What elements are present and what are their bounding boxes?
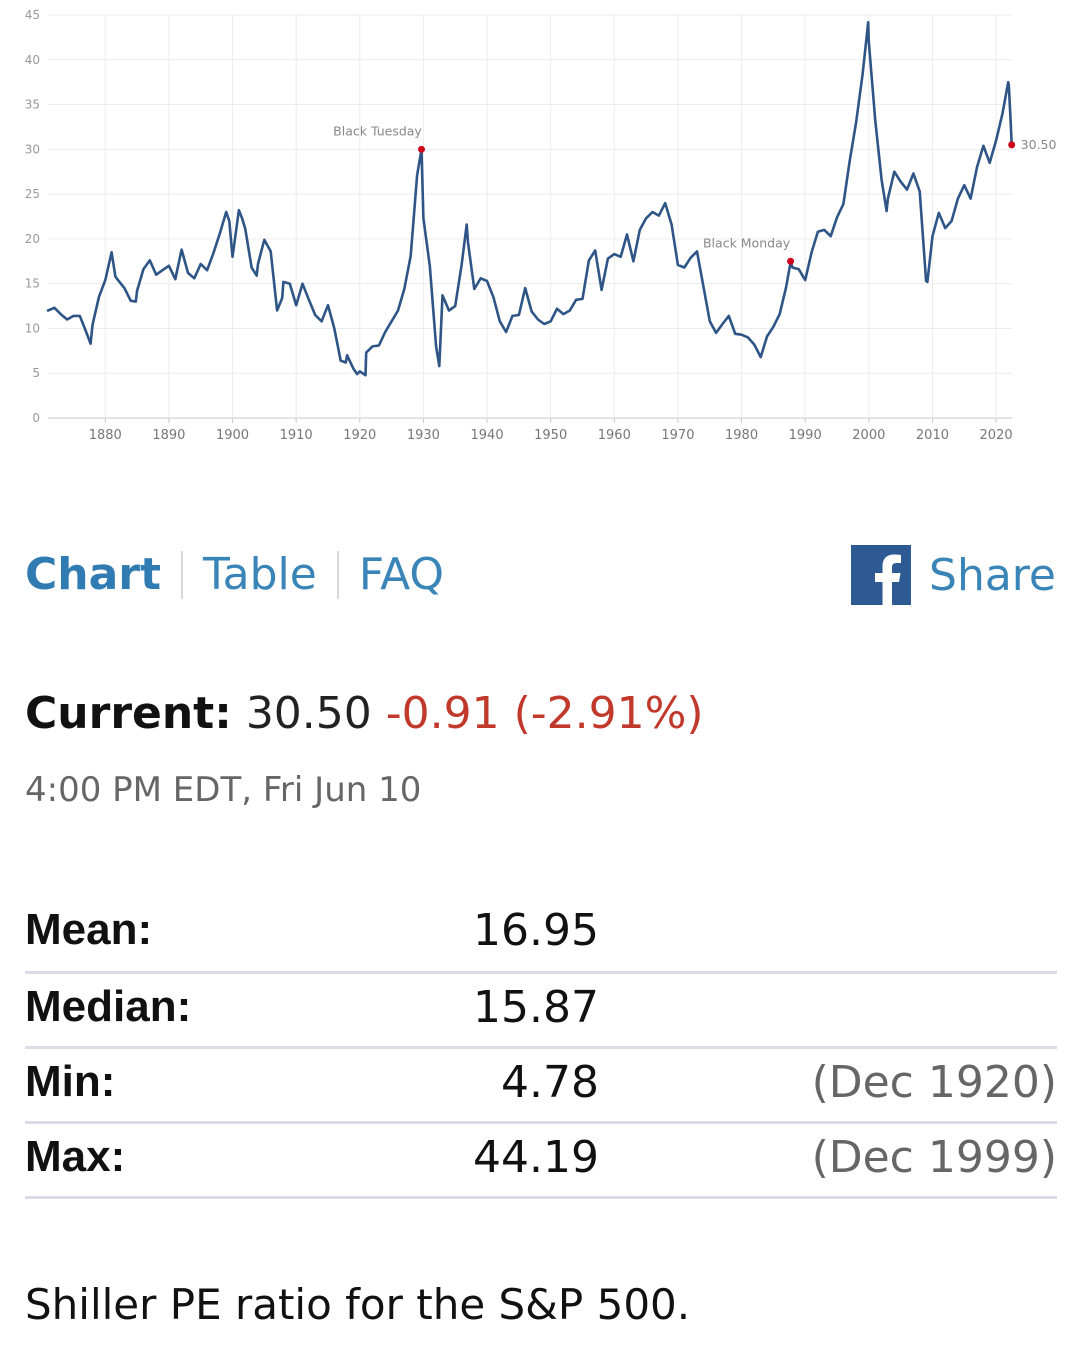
tab-table[interactable]: Table bbox=[203, 549, 317, 600]
x-tick-label: 1980 bbox=[725, 428, 758, 443]
y-tick-label: 35 bbox=[25, 98, 40, 112]
annotations: Black Tuesday Black Monday 30.50 bbox=[333, 123, 1057, 265]
x-axis: 1880 1890 1900 1910 1920 1930 1940 1950 1960 1970… bbox=[89, 428, 1013, 443]
x-tick-label: 2010 bbox=[916, 428, 949, 443]
stats-row-mean: Mean: 16.95 bbox=[25, 897, 1057, 974]
x-tick-label: 1940 bbox=[471, 428, 504, 443]
tab-divider bbox=[181, 551, 184, 599]
x-tick-label: 1890 bbox=[152, 428, 185, 443]
stat-label: Mean: bbox=[25, 905, 153, 954]
x-tick-label: 1880 bbox=[89, 428, 122, 443]
x-tick-label: 1950 bbox=[534, 428, 567, 443]
y-tick-label: 40 bbox=[25, 53, 40, 67]
current-value: 30.50 bbox=[245, 688, 372, 739]
stats-table: Mean: 16.95 Median: 15.87 Min: 4.78 (Dec… bbox=[25, 897, 1057, 1199]
stat-label: Max: bbox=[25, 1132, 126, 1181]
y-tick-label: 45 bbox=[25, 8, 40, 22]
x-tick-label: 1960 bbox=[598, 428, 631, 443]
stats-row-min: Min: 4.78 (Dec 1920) bbox=[25, 1049, 1057, 1124]
tab-chart[interactable]: Chart bbox=[25, 549, 162, 600]
last-value-label: 30.50 bbox=[1021, 137, 1057, 152]
x-gridlines bbox=[104, 15, 997, 423]
stat-value: 15.87 bbox=[473, 982, 599, 1033]
x-tick-label: 1920 bbox=[343, 428, 376, 443]
y-gridlines bbox=[48, 14, 1012, 419]
event-marker bbox=[418, 145, 426, 153]
event-label: Black Tuesday bbox=[333, 123, 422, 138]
x-tick-label: 1930 bbox=[407, 428, 440, 443]
facebook-icon bbox=[851, 545, 912, 605]
current-label: Current: bbox=[25, 688, 232, 739]
y-tick-label: 20 bbox=[25, 232, 40, 246]
current-value-line: Current: 30.50 -0.91 (-2.91%) bbox=[25, 688, 704, 739]
event-label: Black Monday bbox=[703, 235, 791, 250]
y-tick-label: 30 bbox=[25, 142, 40, 156]
stat-label: Median: bbox=[25, 982, 192, 1031]
view-tabs: Chart Table FAQ bbox=[25, 545, 444, 605]
share-label: Share bbox=[929, 549, 1056, 601]
y-axis: 0 5 10 15 20 25 30 35 40 45 bbox=[25, 8, 40, 425]
last-value-marker bbox=[1008, 141, 1016, 149]
timestamp: 4:00 PM EDT, Fri Jun 10 bbox=[25, 770, 422, 810]
share-button[interactable]: Share bbox=[851, 545, 1056, 605]
tab-divider bbox=[336, 551, 339, 599]
pe-series-line bbox=[46, 21, 1013, 377]
y-tick-label: 5 bbox=[32, 366, 40, 380]
stats-row-median: Median: 15.87 bbox=[25, 974, 1057, 1049]
x-tick-label: 2020 bbox=[980, 428, 1013, 443]
stat-value: 44.19 bbox=[473, 1132, 599, 1183]
y-tick-label: 25 bbox=[25, 187, 40, 201]
stat-value: 16.95 bbox=[473, 905, 599, 956]
stats-row-max: Max: 44.19 (Dec 1999) bbox=[25, 1124, 1057, 1199]
x-tick-label: 1990 bbox=[789, 428, 822, 443]
stat-date: (Dec 1920) bbox=[811, 1057, 1057, 1108]
current-change: -0.91 (-2.91%) bbox=[385, 688, 704, 739]
x-tick-label: 1970 bbox=[661, 428, 694, 443]
tab-faq[interactable]: FAQ bbox=[358, 549, 445, 600]
stat-label: Min: bbox=[25, 1057, 116, 1106]
x-tick-label: 1910 bbox=[280, 428, 313, 443]
chart-description: Shiller PE ratio for the S&P 500. bbox=[25, 1280, 691, 1329]
y-tick-label: 0 bbox=[32, 411, 40, 425]
x-tick-label: 1900 bbox=[216, 428, 249, 443]
y-tick-label: 15 bbox=[25, 277, 40, 291]
stat-value: 4.78 bbox=[501, 1057, 599, 1108]
y-tick-label: 10 bbox=[25, 321, 40, 335]
event-marker bbox=[787, 257, 795, 265]
x-tick-label: 2000 bbox=[852, 428, 885, 443]
stat-date: (Dec 1999) bbox=[811, 1132, 1057, 1183]
